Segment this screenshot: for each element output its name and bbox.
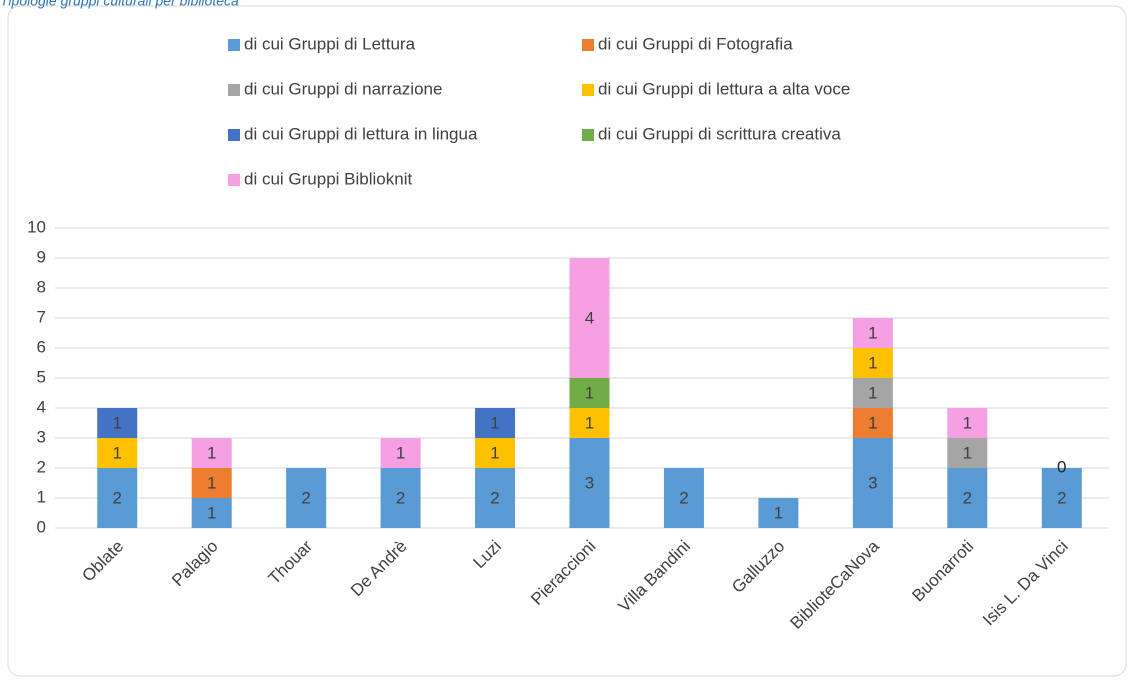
legend-swatch — [228, 39, 240, 51]
data-label: 1 — [585, 413, 594, 432]
data-label: 2 — [1057, 488, 1066, 507]
bar-segment — [569, 258, 610, 378]
bar-segment — [191, 438, 232, 468]
legend-label: di cui Gruppi di lettura in lingua — [244, 124, 478, 143]
legend-swatch — [228, 84, 240, 96]
y-tick-label: 1 — [37, 487, 46, 506]
data-label: 1 — [112, 413, 121, 432]
y-tick-label: 2 — [37, 457, 46, 476]
data-label: 1 — [112, 443, 121, 462]
bar-segment — [569, 408, 610, 438]
bar-segment — [475, 468, 516, 528]
legend-swatch — [582, 84, 594, 96]
bar-segment — [569, 378, 610, 408]
legend-label: di cui Gruppi di lettura a alta voce — [598, 79, 850, 98]
bar-segment — [475, 408, 516, 438]
data-label: 2 — [112, 488, 121, 507]
legend-label: di cui Gruppi di scrittura creativa — [598, 124, 841, 143]
bar-segment — [97, 468, 138, 528]
data-label: 1 — [490, 443, 499, 462]
data-label: 2 — [396, 488, 405, 507]
data-label: 1 — [207, 443, 216, 462]
data-label: 3 — [868, 473, 877, 492]
data-label: 1 — [963, 443, 972, 462]
y-tick-label: 0 — [37, 517, 46, 536]
data-label: 1 — [774, 503, 783, 522]
bar-segment — [852, 378, 893, 408]
legend-label: di cui Gruppi di Lettura — [244, 34, 416, 53]
legend-label: di cui Gruppi di Fotografia — [598, 34, 793, 53]
bar-segment — [947, 408, 988, 438]
chart-title: Tipologie gruppi culturali per bibliotec… — [0, 0, 239, 9]
data-label: 2 — [963, 488, 972, 507]
y-tick-label: 4 — [37, 397, 46, 416]
data-label: 1 — [585, 383, 594, 402]
y-tick-label: 9 — [37, 247, 46, 266]
y-tick-label: 10 — [27, 217, 46, 236]
bar-segment — [1041, 468, 1082, 528]
bar-segment — [286, 468, 327, 528]
data-label: 2 — [490, 488, 499, 507]
data-label: 3 — [585, 473, 594, 492]
data-label: 1 — [207, 473, 216, 492]
bar-segment — [852, 438, 893, 528]
data-label: 1 — [207, 503, 216, 522]
data-label: 2 — [301, 488, 310, 507]
data-label: 4 — [585, 308, 594, 327]
data-label: 1 — [868, 383, 877, 402]
bar-segment — [97, 408, 138, 438]
bar-segment — [758, 498, 799, 528]
data-label: 2 — [679, 488, 688, 507]
y-tick-label: 7 — [37, 307, 46, 326]
legend-swatch — [228, 174, 240, 186]
bar-segment — [852, 408, 893, 438]
legend-swatch — [582, 129, 594, 141]
legend-label: di cui Gruppi di narrazione — [244, 79, 442, 98]
bar-segment — [947, 468, 988, 528]
bar-segment — [852, 318, 893, 348]
data-label: 1 — [868, 323, 877, 342]
data-label: 1 — [396, 443, 405, 462]
data-label: 1 — [963, 413, 972, 432]
data-label: 1 — [490, 413, 499, 432]
legend-label: di cui Gruppi Biblioknit — [244, 169, 412, 188]
y-tick-label: 8 — [37, 277, 46, 296]
y-tick-label: 6 — [37, 337, 46, 356]
legend-swatch — [228, 129, 240, 141]
bar-segment — [380, 438, 421, 468]
bar-segment — [380, 468, 421, 528]
bar-segment — [191, 498, 232, 528]
bar-segment — [475, 438, 516, 468]
bar-segment — [947, 438, 988, 468]
y-tick-label: 5 — [37, 367, 46, 386]
bar-segment — [663, 468, 704, 528]
bar-segment — [852, 348, 893, 378]
data-label: 1 — [868, 353, 877, 372]
bar-segment — [97, 438, 138, 468]
bar-segment — [191, 468, 232, 498]
data-label: 0 — [1057, 457, 1066, 476]
data-label: 1 — [868, 413, 877, 432]
y-tick-label: 3 — [37, 427, 46, 446]
bar-segment — [569, 438, 610, 528]
legend-swatch — [582, 39, 594, 51]
